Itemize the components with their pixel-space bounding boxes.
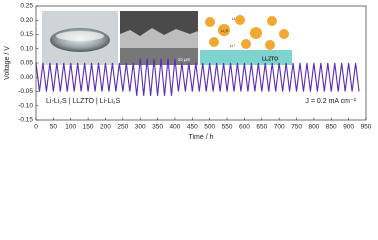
x-tick-label: 450 [187,124,198,131]
x-tick-label: 950 [361,124,372,131]
y-tick-label: -0.15 [18,117,33,124]
x-tick-label: 400 [170,124,181,131]
x-tick-label: 350 [152,124,163,131]
y-tick-label: 0.25 [20,3,33,10]
y-tick-label: 0.05 [20,60,33,67]
y-axis-label: Voltage / V [4,46,11,80]
y-tick-label: 0.15 [20,31,33,38]
x-tick-label: 650 [256,124,267,131]
x-tick-label: 800 [308,124,319,131]
inset-label: Li [232,16,235,21]
y-tick-label: 0.20 [20,17,33,24]
x-tick-label: 600 [239,124,250,131]
x-axis-label: Time / h [188,134,213,141]
inset-photo [42,11,118,65]
y-tick-label: -0.05 [18,88,33,95]
y-tick-label: -0.10 [18,102,33,109]
voltage-line [35,58,360,96]
x-tick-label: 750 [291,124,302,131]
x-tick-label: 250 [117,124,128,131]
y-tick-label: 0.00 [20,74,33,81]
x-tick-label: 900 [343,124,354,131]
chart: 10 μm LLZTO Li Li₂S Li⁺ Li-Li₂S | LLZTO … [4,3,372,141]
annotation: J = 0.2 mA cm⁻² [305,98,356,105]
inset-label: Li₂S [221,28,229,33]
x-tick-label: 850 [326,124,337,131]
inset-sem: 10 μm [120,11,198,65]
x-tick-label: 150 [83,124,94,131]
annotation: Li-Li₂S | LLZTO | Li-Li₂S [46,98,121,105]
x-tick-label: 300 [135,124,146,131]
x-tick-label: 100 [65,124,76,131]
inset-schematic: LLZTO Li Li₂S Li⁺ [200,11,292,65]
scale-label: 10 μm [178,57,191,62]
x-tick-label: 0 [34,124,38,131]
x-tick-label: 50 [50,124,58,131]
x-tick-label: 550 [222,124,233,131]
x-tick-label: 200 [100,124,111,131]
x-tick-label: 500 [204,124,215,131]
x-tick-label: 700 [274,124,285,131]
inset-label: Li⁺ [230,43,235,48]
inset-label: LLZTO [262,56,278,62]
y-tick-label: 0.10 [20,45,33,52]
